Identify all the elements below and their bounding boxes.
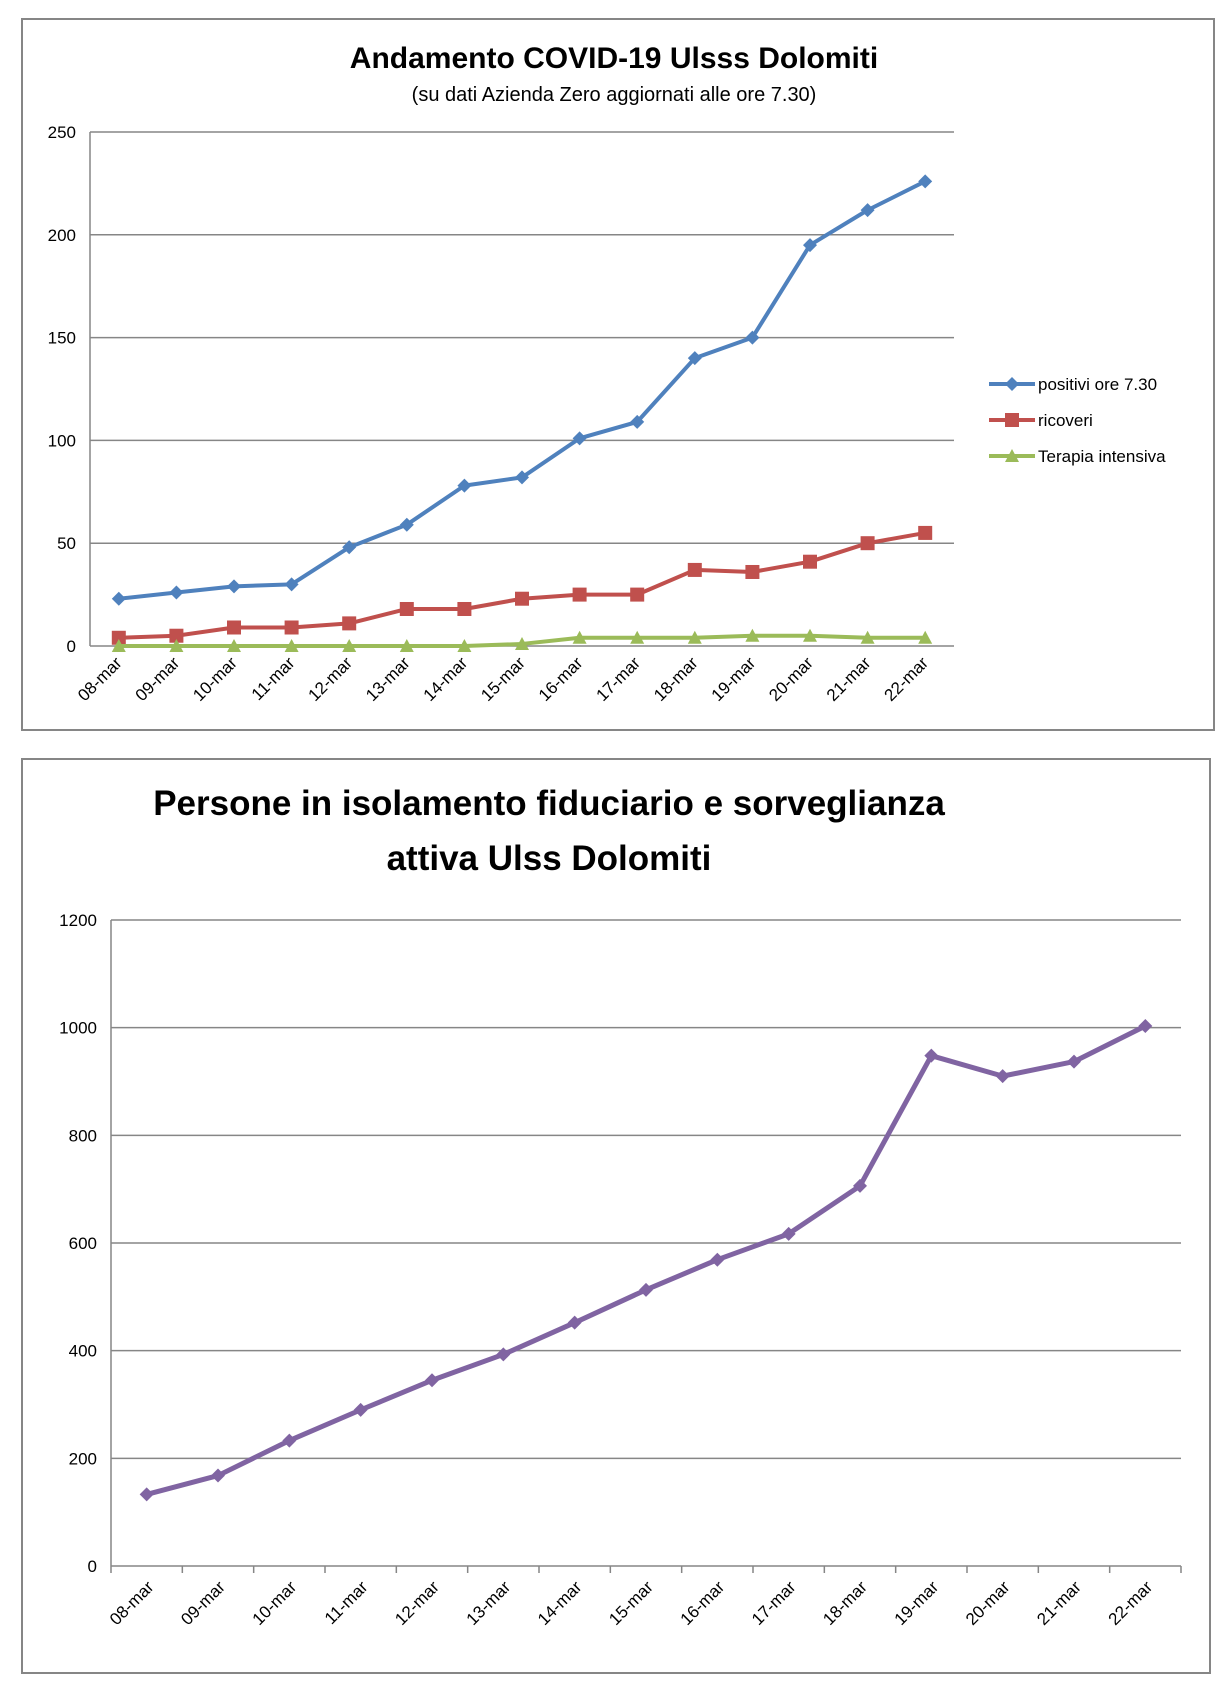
chart2-panel (21, 758, 1211, 1674)
data-point (853, 1178, 867, 1193)
data-point (781, 1226, 796, 1241)
data-point (399, 517, 414, 532)
data-point (342, 540, 357, 555)
data-point (457, 478, 472, 493)
data-point (687, 351, 702, 366)
data-point (227, 620, 241, 635)
data-point (924, 1048, 939, 1063)
y-tick-label: 600 (69, 1234, 97, 1253)
y-tick-label: 800 (69, 1126, 97, 1145)
data-point (515, 470, 529, 485)
y-tick-label: 200 (48, 226, 76, 245)
data-point (995, 1069, 1010, 1084)
data-point (687, 562, 702, 577)
data-point (918, 630, 933, 644)
y-tick-label: 0 (88, 1557, 97, 1576)
data-point (457, 639, 472, 652)
legend-label: positivi ore 7.30 (1038, 375, 1157, 394)
data-point (745, 330, 760, 345)
data-point (284, 577, 299, 592)
data-point (169, 628, 184, 643)
data-point (111, 591, 126, 606)
data-point (399, 639, 414, 652)
data-point (425, 1373, 439, 1388)
legend-marker (1005, 413, 1019, 427)
chart1-panel (21, 18, 1215, 731)
y-tick-label: 400 (69, 1342, 97, 1361)
data-point (918, 174, 933, 189)
data-point (169, 585, 184, 600)
data-point (227, 579, 241, 594)
data-point (630, 630, 645, 644)
chart2-title-line2: attiva Ulss Dolomiti (387, 839, 712, 878)
data-point (515, 591, 529, 606)
chart1-title: Andamento COVID-19 Ulsss Dolomiti (350, 42, 878, 75)
data-point (1067, 1054, 1081, 1069)
data-point (342, 639, 357, 652)
legend-marker (1005, 377, 1019, 391)
data-point (282, 1433, 297, 1448)
data-point (630, 414, 645, 429)
data-point (353, 1402, 368, 1417)
data-point (139, 1487, 154, 1502)
data-point (687, 630, 702, 644)
y-tick-label: 200 (69, 1449, 97, 1468)
legend-label: Terapia intensiva (1038, 447, 1166, 466)
data-point (399, 601, 414, 616)
data-point (567, 1315, 582, 1330)
data-point (211, 1468, 225, 1483)
data-point (918, 525, 933, 540)
data-point (572, 587, 587, 602)
data-point (803, 554, 817, 569)
chart1-subtitle: (su dati Azienda Zero aggiornati alle or… (412, 84, 817, 106)
data-point (496, 1347, 511, 1362)
data-point (803, 628, 817, 642)
data-point (803, 238, 817, 253)
data-point (630, 587, 645, 602)
data-point (457, 601, 472, 616)
data-point (284, 639, 299, 652)
chart2-title-line1: Persone in isolamento fiduciario e sorve… (153, 784, 945, 823)
data-point (745, 628, 760, 642)
data-point (227, 639, 241, 652)
y-tick-label: 150 (48, 329, 76, 348)
legend-marker (1005, 449, 1019, 462)
data-point (515, 636, 529, 650)
y-tick-label: 1200 (59, 911, 97, 930)
data-point (1138, 1019, 1153, 1034)
y-tick-label: 0 (67, 637, 76, 656)
y-tick-label: 250 (48, 123, 76, 142)
data-point (639, 1282, 653, 1297)
data-point (860, 630, 875, 644)
data-point (111, 630, 126, 645)
data-point (860, 203, 875, 218)
y-tick-label: 1000 (59, 1019, 97, 1038)
legend-label: ricoveri (1038, 411, 1093, 430)
data-point (745, 564, 760, 579)
data-point (111, 639, 126, 652)
y-tick-label: 50 (57, 534, 76, 553)
data-point (572, 630, 587, 644)
data-point (342, 616, 357, 631)
data-point (860, 536, 875, 551)
data-point (284, 620, 299, 635)
y-tick-label: 100 (48, 431, 76, 450)
data-point (710, 1252, 725, 1267)
data-point (169, 639, 184, 652)
data-point (572, 431, 587, 446)
